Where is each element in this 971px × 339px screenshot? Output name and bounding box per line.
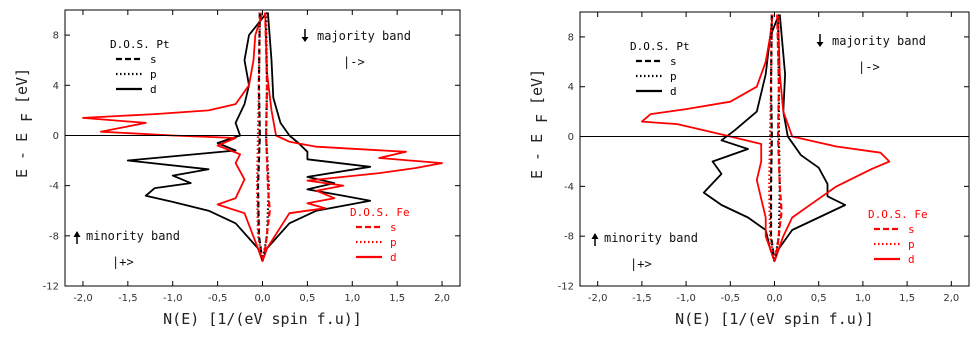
legend-label: d <box>390 251 397 264</box>
y-tick-label: -8 <box>564 232 574 243</box>
legend-label: s <box>150 53 157 66</box>
x-tick-label: -0,5 <box>721 293 741 304</box>
x-tick-label: 1,0 <box>344 293 360 304</box>
legend-title: D.O.S. Pt <box>110 38 170 51</box>
y-tick-label: -12 <box>43 282 59 293</box>
dos-panel-left: -2,0 -1,5 -1,0 -0,5 0,0 0,5 1,0 1,5 2,0 -12 -8 -4 0 4… <box>13 9 461 328</box>
x-tick-label: -1,0 <box>676 293 696 304</box>
x-tick-label: 0,5 <box>811 293 827 304</box>
x-tick-label: 2,0 <box>943 293 959 304</box>
x-tick-label: 0,0 <box>255 293 271 304</box>
series-line-pt-p <box>773 14 781 262</box>
legend-title: D.O.S. Pt <box>630 40 690 53</box>
x-tick-label: 1,5 <box>389 293 405 304</box>
down-arrowhead-icon <box>301 37 309 42</box>
series-line-fe-s <box>773 14 783 262</box>
y-tick-label: 8 <box>53 31 59 42</box>
x-tick-label: -0,5 <box>208 293 228 304</box>
legend-title: D.O.S. Fe <box>350 206 410 219</box>
minority-band-label: minority band <box>86 229 180 243</box>
y-tick-label: -12 <box>558 282 574 293</box>
series-line-pt-s <box>256 12 264 262</box>
minority-band-label: minority band <box>604 231 698 245</box>
y-tick-label: -4 <box>49 181 59 192</box>
series-line-fe-s <box>261 12 271 262</box>
x-tick-label: 1,5 <box>899 293 915 304</box>
legend-label: d <box>670 85 677 98</box>
series-group <box>82 11 443 262</box>
y-axis-label-subscript: F <box>18 113 36 122</box>
y-axis-label: E - E <box>528 134 546 179</box>
series-line-pt-d <box>702 14 847 262</box>
legend-label: d <box>150 83 157 96</box>
y-axis-label-subscript: F <box>533 114 551 123</box>
series-line-pt-s <box>769 14 776 262</box>
y-tick-label: 0 <box>53 131 59 142</box>
up-arrowhead-icon <box>73 231 81 237</box>
x-tick-label: 0,0 <box>767 293 783 304</box>
legend-label: s <box>908 223 915 236</box>
legend-fe: D.O.S. Fe spd <box>350 206 410 264</box>
y-axis-unit: [eV] <box>13 68 31 104</box>
x-tick-label: 1,0 <box>855 293 871 304</box>
y-tick-label: 8 <box>568 32 574 43</box>
band-annotations: majority band |-> minority band |+> <box>73 29 411 269</box>
x-tick-label: 0,5 <box>299 293 315 304</box>
legend-label: p <box>908 238 915 251</box>
series-line-fe-p <box>768 14 776 262</box>
y-axis-label-group: E - E F [eV] <box>528 69 551 179</box>
legend-label: p <box>670 70 677 83</box>
series-line-fe-d <box>82 12 443 262</box>
legend-fe: D.O.S. Fe spd <box>868 208 928 266</box>
minority-ket-label: |+> <box>630 257 652 271</box>
y-tick-label: 4 <box>568 82 574 93</box>
dos-panel-right: -2,0 -1,5 -1,0 -0,5 0,0 0,5 1,0 1,5 2,0 -12 -8 -4 0 4… <box>528 11 970 328</box>
legend-label: p <box>390 236 397 249</box>
series-line-fe-d <box>641 14 891 262</box>
legend-label: d <box>908 253 915 266</box>
y-tick-label: -4 <box>564 182 574 193</box>
legend-pt: D.O.S. Pt spd <box>630 40 690 98</box>
legend-title: D.O.S. Fe <box>868 208 928 221</box>
x-tick-label: -1,0 <box>163 293 183 304</box>
band-annotations: majority band |-> minority band |+> <box>591 34 926 271</box>
legend-label: s <box>670 55 677 68</box>
y-tick-label: 4 <box>53 81 59 92</box>
series-line-fe-p <box>256 12 264 262</box>
majority-ket-label: |-> <box>858 60 880 74</box>
x-tick-label: -2,0 <box>73 293 93 304</box>
minority-ket-label: |+> <box>112 255 134 269</box>
y-tick-label: 0 <box>568 132 574 143</box>
y-axis-label: E - E <box>13 133 31 178</box>
up-arrowhead-icon <box>591 233 599 239</box>
series-group <box>641 14 891 262</box>
legend-label: s <box>390 221 397 234</box>
legend-pt: D.O.S. Pt spd <box>110 38 170 96</box>
legend-label: p <box>150 68 157 81</box>
plot-frame <box>64 9 461 287</box>
x-tick-label: -2,0 <box>588 293 608 304</box>
x-axis-label: N(E) [1/(eV spin f.u)] <box>675 310 874 328</box>
x-tick-label: -1,5 <box>632 293 652 304</box>
x-tick-label: -1,5 <box>118 293 138 304</box>
majority-ket-label: |-> <box>343 55 365 69</box>
y-axis-unit: [eV] <box>528 69 546 105</box>
y-tick-label: -8 <box>49 231 59 242</box>
down-arrowhead-icon <box>816 42 824 47</box>
majority-band-label: majority band <box>317 29 411 43</box>
majority-band-label: majority band <box>832 34 926 48</box>
x-tick-label: 2,0 <box>434 293 450 304</box>
x-axis-label: N(E) [1/(eV spin f.u)] <box>163 310 362 328</box>
y-axis-label-group: E - E F [eV] <box>13 68 36 178</box>
